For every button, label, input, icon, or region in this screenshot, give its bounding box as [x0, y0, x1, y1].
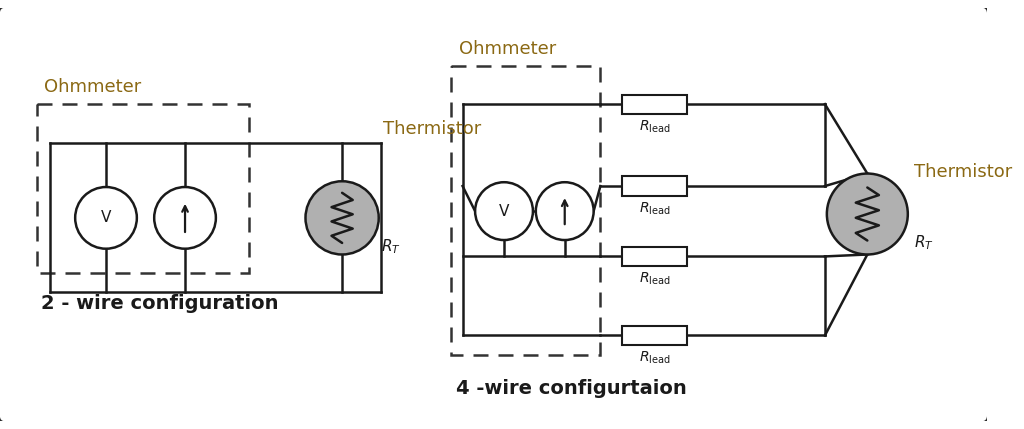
- Circle shape: [155, 187, 216, 249]
- Circle shape: [536, 182, 594, 240]
- Bar: [622, 326, 687, 345]
- Text: Thermistor: Thermistor: [913, 163, 1012, 181]
- Circle shape: [75, 187, 137, 249]
- Text: $R_{\mathrm{lead}}$: $R_{\mathrm{lead}}$: [639, 200, 670, 217]
- Circle shape: [305, 181, 379, 254]
- Text: V: V: [499, 204, 509, 219]
- Text: $R_{\mathrm{lead}}$: $R_{\mathrm{lead}}$: [639, 350, 670, 366]
- Text: 4 -wire configurtaion: 4 -wire configurtaion: [456, 379, 686, 398]
- FancyBboxPatch shape: [0, 6, 989, 423]
- Circle shape: [826, 174, 908, 254]
- Text: 2 - wire configuration: 2 - wire configuration: [41, 294, 279, 313]
- Text: Ohmmeter: Ohmmeter: [459, 40, 556, 58]
- Bar: [622, 94, 687, 114]
- Text: Thermistor: Thermistor: [383, 120, 481, 138]
- Text: $R_{\mathrm{lead}}$: $R_{\mathrm{lead}}$: [639, 271, 670, 287]
- Text: V: V: [100, 210, 112, 225]
- Bar: [622, 247, 687, 266]
- Circle shape: [475, 182, 532, 240]
- Text: Ohmmeter: Ohmmeter: [44, 79, 141, 97]
- Text: $R_T$: $R_T$: [381, 237, 400, 256]
- Text: $R_{\mathrm{lead}}$: $R_{\mathrm{lead}}$: [639, 118, 670, 135]
- Text: $R_T$: $R_T$: [913, 233, 933, 252]
- Bar: [622, 176, 687, 196]
